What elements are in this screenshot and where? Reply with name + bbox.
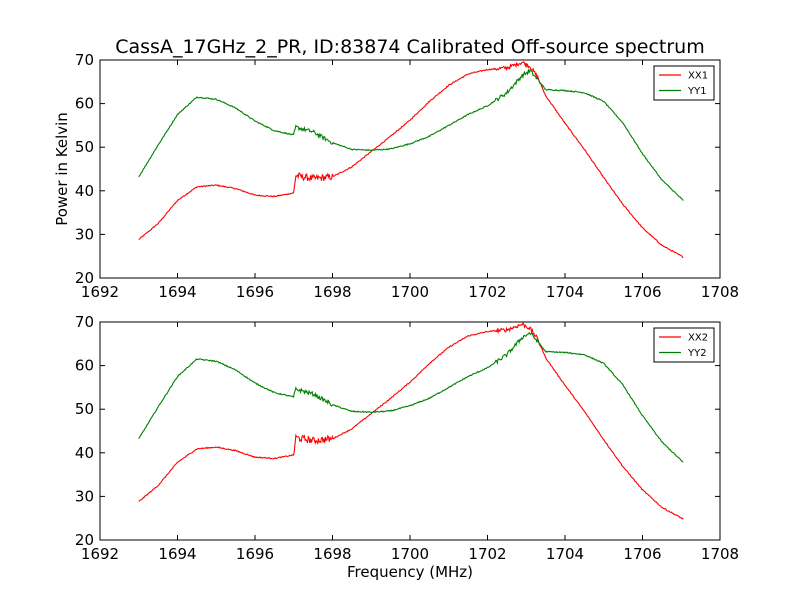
y-axis-label: Power in Kelvin (53, 112, 71, 226)
x-tick-label: 1692 (81, 545, 119, 563)
chart-title: CassA_17GHz_2_PR, ID:83874 Calibrated Of… (115, 36, 704, 58)
y-tick-label: 30 (75, 487, 94, 505)
legend-label: XX2 (688, 333, 708, 344)
y-tick-label: 20 (75, 531, 94, 549)
y-tick-label: 40 (75, 444, 94, 462)
y-tick-label: 30 (75, 225, 94, 243)
x-tick-label: 1700 (391, 283, 429, 301)
y-tick-label: 60 (75, 357, 94, 375)
series-line-xx1 (138, 61, 684, 259)
y-tick-label: 70 (75, 51, 94, 69)
x-tick-label: 1694 (158, 283, 196, 301)
x-tick-label: 1708 (701, 283, 739, 301)
x-tick-label: 1702 (468, 283, 506, 301)
x-tick-label: 1694 (158, 545, 196, 563)
plot-frame (99, 59, 721, 279)
y-tick-label: 60 (75, 95, 94, 113)
series-line-yy2 (138, 331, 684, 463)
x-tick-label: 1696 (236, 283, 274, 301)
x-tick-label: 1700 (391, 545, 429, 563)
y-tick-label: 50 (75, 400, 94, 418)
legend-label: XX1 (688, 71, 708, 82)
x-tick-label: 1708 (701, 545, 739, 563)
y-tick-label: 70 (75, 313, 94, 331)
y-tick-label: 20 (75, 269, 94, 287)
y-tick-label: 40 (75, 182, 94, 200)
y-tick-label: 50 (75, 138, 94, 156)
x-tick-label: 1706 (623, 283, 661, 301)
x-tick-label: 1704 (546, 545, 584, 563)
x-tick-label: 1696 (236, 545, 274, 563)
top-plot-panel: 1692 1694 1696 1698 1700 1702 1704 1706 1708 20 30… (75, 51, 739, 301)
x-axis-label: Frequency (MHz) (347, 563, 473, 581)
x-tick-label: 1698 (313, 283, 351, 301)
legend-label: YY1 (687, 86, 707, 97)
plot-frame (99, 321, 721, 541)
x-tick-label: 1698 (313, 545, 351, 563)
bottom-plot-panel: 1692 1694 1696 1698 1700 1702 1704 1706 1708 20 30… (75, 313, 739, 563)
x-tick-label: 1702 (468, 545, 506, 563)
legend-label: YY2 (687, 348, 707, 359)
series-line-yy1 (138, 68, 684, 201)
x-tick-label: 1704 (546, 283, 584, 301)
x-tick-label: 1706 (623, 545, 661, 563)
x-tick-label: 1692 (81, 283, 119, 301)
series-line-xx2 (138, 322, 684, 520)
